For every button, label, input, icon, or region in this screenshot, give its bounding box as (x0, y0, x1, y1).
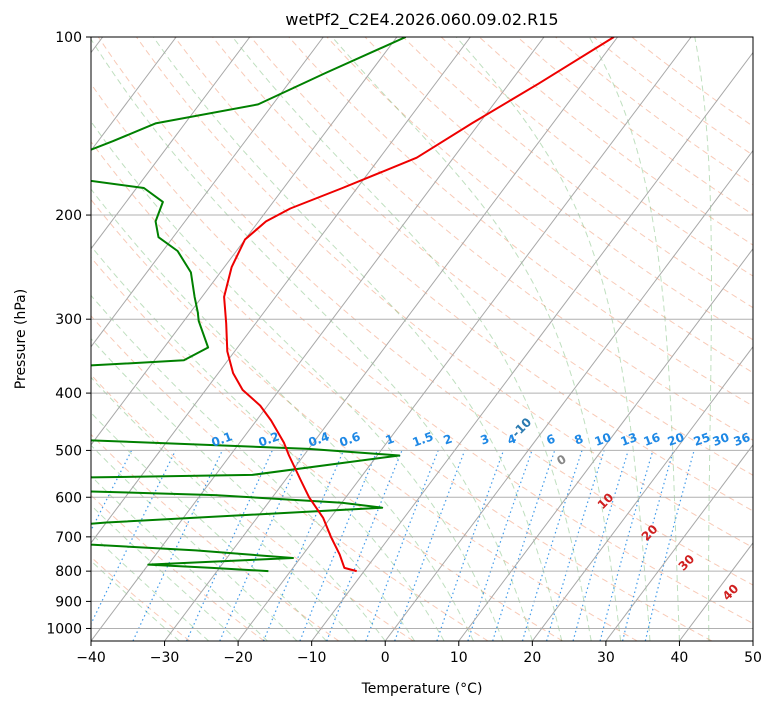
mixing-ratio-label: 20 (666, 430, 686, 449)
mixing-ratio-line (521, 450, 583, 641)
x-tick-label: 30 (597, 650, 615, 666)
dry-adiabat-line (288, 37, 753, 407)
isotherm-line (384, 149, 753, 641)
mixing-ratio-line (436, 450, 505, 641)
isotherm-line (237, 37, 692, 641)
y-tick-label: 500 (55, 443, 82, 459)
isotherm-line (458, 247, 753, 641)
mixing-ratio-label: 25 (692, 430, 712, 449)
moist-adiabat-line (232, 37, 592, 641)
isotherm-line (311, 51, 753, 641)
isotherm-line (91, 37, 545, 641)
moist-adiabat-line (91, 188, 474, 641)
y-tick-label: 200 (55, 208, 82, 224)
mixing-ratio-label: 1.5 (410, 429, 435, 449)
y-tick-label: 700 (55, 530, 82, 546)
moist-adiabat-line (91, 532, 210, 641)
isotherm-line (164, 37, 618, 641)
mixing-ratio-label: 0.4 (306, 429, 331, 449)
y-tick-label: 300 (55, 312, 82, 328)
dry-adiabat-line (91, 198, 638, 641)
x-tick-label: 20 (523, 650, 541, 666)
dry-adiabat-line (212, 37, 753, 476)
moist-adiabat-line (91, 412, 327, 641)
isotherm-line (605, 444, 753, 641)
isotherm-line (91, 37, 471, 544)
y-tick-label: 600 (55, 490, 82, 506)
moist-adiabat-line (91, 294, 416, 641)
mixing-ratio-label: 16 (642, 430, 662, 449)
dry-adiabat-line (402, 37, 753, 309)
mixing-ratio-label: 30 (711, 430, 731, 449)
mixing-ratio-label: 0.2 (256, 429, 281, 449)
isotherm-line (91, 37, 398, 446)
mixing-ratio-line (91, 450, 177, 626)
mixing-ratio-line (326, 450, 403, 641)
moist-adiabat-line (91, 560, 180, 641)
dewpoint-trace (91, 37, 407, 573)
dry-adiabat-line (174, 37, 753, 512)
mixing-ratio-line (572, 450, 629, 641)
moist-adiabat-line (91, 475, 268, 641)
y-tick-label: 100 (55, 30, 82, 46)
y-axis-label: Pressure (hPa) (13, 289, 29, 389)
mixing-ratio-label: 0.6 (337, 429, 362, 449)
temperature-trace (223, 37, 615, 573)
x-tick-label: 40 (671, 650, 689, 666)
x-tick-label: −20 (223, 650, 253, 666)
y-tick-label: 800 (55, 564, 82, 580)
isotherm-line (91, 37, 251, 250)
isotherm-line (531, 345, 753, 641)
mixing-ratio-label: 13 (619, 430, 639, 449)
moist-adiabat-line (91, 38, 533, 641)
isotherm-line (91, 37, 324, 348)
x-tick-label: 0 (381, 650, 390, 666)
moist-adiabat-line (91, 120, 504, 641)
mixing-ratio-line (299, 450, 378, 641)
y-tick-label: 1000 (46, 621, 82, 637)
mixing-ratio-label: 10 (593, 430, 613, 449)
mixing-ratio-line (467, 450, 533, 641)
x-tick-label: −40 (76, 650, 106, 666)
x-tick-label: 10 (450, 650, 468, 666)
x-tick-label: −30 (150, 650, 180, 666)
plot-frame (90, 36, 754, 642)
x-tick-label: 50 (744, 650, 762, 666)
moist-adiabat-line (91, 504, 239, 641)
y-tick-label: 900 (55, 594, 82, 610)
dry-adiabat-line (91, 374, 414, 641)
y-tick-label: 400 (55, 386, 82, 402)
dry-adiabat-line (91, 256, 563, 641)
moist-adiabat-line (455, 37, 651, 641)
moist-adiabat-line (152, 37, 563, 641)
x-axis-label: Temperature (°C) (361, 681, 483, 697)
moist-adiabat-line (91, 337, 386, 641)
moist-adiabat-line (331, 37, 622, 641)
isotherm-line (91, 37, 177, 152)
mixing-ratio-label: 36 (732, 430, 752, 449)
mixing-ratio-label: 0.1 (209, 429, 234, 449)
x-tick-label: −10 (297, 650, 327, 666)
mixing-ratio-line (546, 450, 605, 641)
moist-adiabat-line (588, 37, 680, 641)
chart-title: wetPf2_C2E4.2026.060.09.02.R15 (285, 10, 558, 30)
moist-adiabat-line (694, 37, 712, 641)
dry-adiabat-line (250, 37, 753, 441)
moist-adiabat-line (91, 444, 298, 641)
